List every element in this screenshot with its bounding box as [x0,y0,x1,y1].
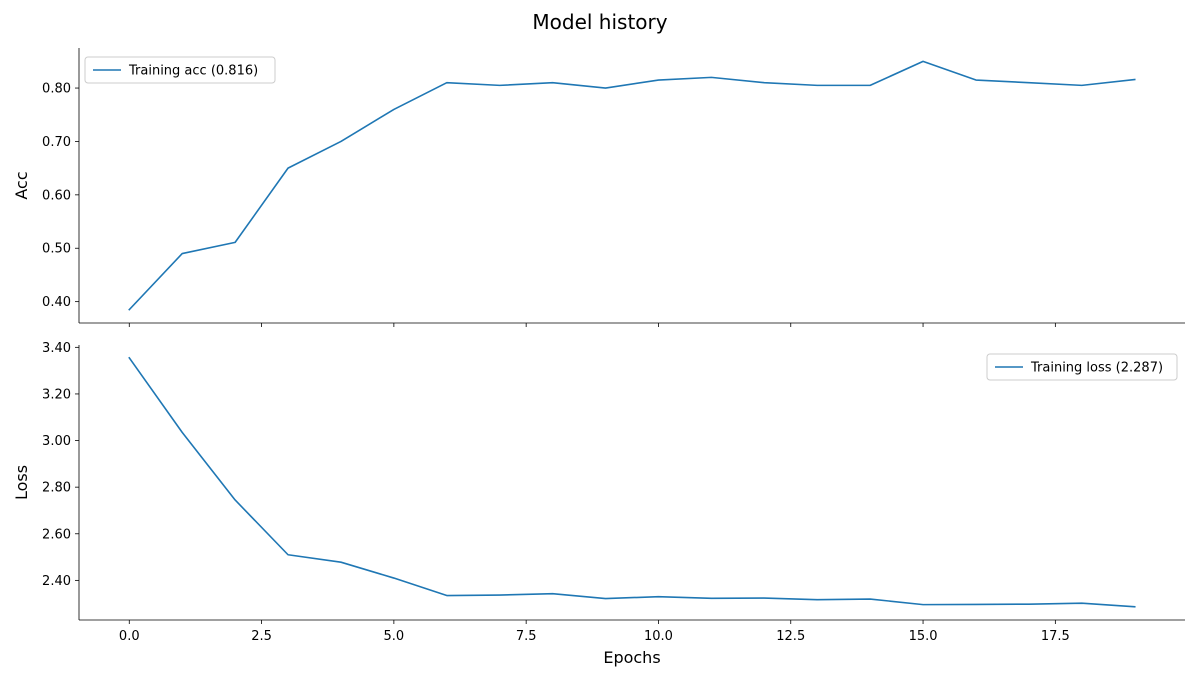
data-point-loss [180,430,184,434]
y-tick-label: 3.40 [42,341,71,356]
data-point-loss [286,553,290,557]
data-point-loss [815,598,819,602]
data-point-loss [498,593,502,597]
data-point-acc [921,59,925,63]
y-axis-label: Loss [12,465,31,500]
chart-title: Model history [532,10,667,34]
legend-box [986,353,1178,381]
y-tick-label: 3.00 [42,434,71,449]
legend: Training acc (0.816) [84,56,276,84]
y-tick-label: 0.70 [42,135,71,150]
data-point-loss [1027,602,1031,606]
data-point-acc [286,166,290,170]
x-tick-label: 7.5 [516,629,537,644]
x-tick-label: 17.5 [1041,629,1070,644]
subplot-loss: 2.40 2.60 2.80 3.00 3.20 3.40 0.0 2.5 5.0 7.5 10.0… [12,341,1185,667]
y-axis-label: Acc [12,171,31,199]
y-tick-label: 0.50 [42,242,71,257]
data-point-acc [868,83,872,87]
data-point-acc [815,83,819,87]
data-point-acc [392,107,396,111]
data-point-loss [551,592,555,596]
data-point-acc [551,81,555,85]
data-point-acc [339,139,343,143]
data-point-loss [1133,605,1137,609]
data-point-loss [974,602,978,606]
x-tick-label: 15.0 [909,629,938,644]
subplots: 0.40 0.50 0.60 0.70 0.80 Acc Training acc (0.8… [12,48,1185,667]
data-point-acc [656,78,660,82]
x-axis-label: Epochs [603,648,660,667]
data-point-loss [604,597,608,601]
data-point-acc [1133,78,1137,82]
legend-box [84,56,276,84]
legend: Training loss (2.287) [986,353,1178,381]
data-point-loss [709,596,713,600]
series-line-acc [128,60,1136,311]
data-point-acc [127,308,131,312]
y-tick-label: 0.60 [42,188,71,203]
data-point-loss [392,576,396,580]
data-point-loss [1080,601,1084,605]
series-line-loss [128,356,1136,608]
data-point-acc [233,240,237,244]
data-point-acc [180,252,184,256]
data-point-acc [1080,83,1084,87]
data-point-loss [762,596,766,600]
data-point-acc [445,81,449,85]
subplot-acc: 0.40 0.50 0.60 0.70 0.80 Acc Training acc (0.8… [12,48,1185,327]
y-tick-label: 0.80 [42,82,71,97]
y-tick-label: 3.20 [42,387,71,402]
data-point-loss [868,597,872,601]
data-point-acc [604,86,608,90]
data-point-acc [498,83,502,87]
data-point-loss [127,356,131,360]
y-tick-label: 2.40 [42,574,71,589]
x-tick-label: 12.5 [776,629,805,644]
data-point-loss [233,498,237,502]
x-tick-label: 10.0 [644,629,673,644]
y-tick-label: 2.60 [42,527,71,542]
x-tick-label: 0.0 [119,629,140,644]
legend-label: Training acc (0.816) [128,64,258,79]
data-point-loss [445,594,449,598]
legend-label: Training loss (2.287) [1030,361,1163,376]
data-point-acc [762,81,766,85]
data-point-acc [974,78,978,82]
data-point-loss [339,560,343,564]
x-tick-label: 5.0 [384,629,405,644]
data-point-acc [709,75,713,79]
data-point-loss [921,603,925,607]
data-point-loss [656,595,660,599]
y-tick-label: 2.80 [42,481,71,496]
x-tick-label: 2.5 [251,629,272,644]
y-tick-label: 0.40 [42,295,71,310]
data-point-acc [1027,81,1031,85]
